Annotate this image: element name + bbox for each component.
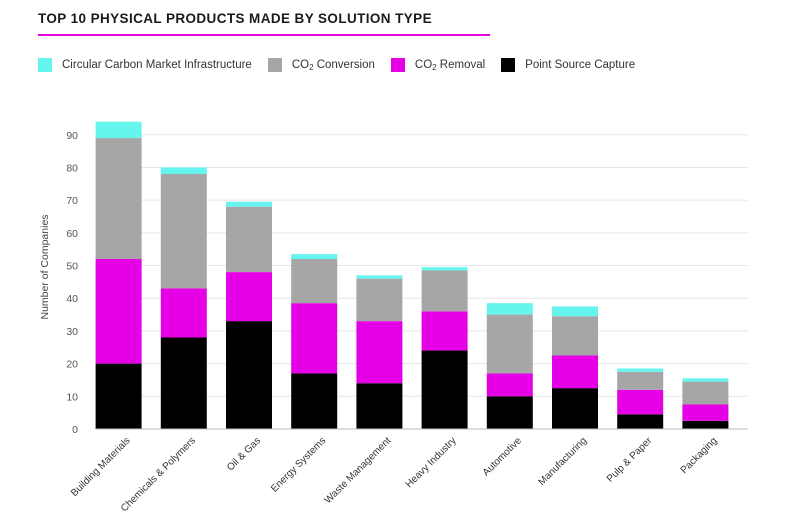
chart-title: TOP 10 PHYSICAL PRODUCTS MADE BY SOLUTIO…	[38, 11, 432, 26]
title-underline	[38, 34, 490, 36]
bar-segment	[226, 201, 272, 207]
bar-segment	[291, 254, 338, 260]
y-tick-label: 70	[66, 195, 78, 207]
bar-segment	[486, 396, 533, 429]
legend-item-removal: CO2 Removal	[390, 58, 486, 72]
bar-segment	[95, 121, 142, 139]
y-tick-label: 60	[66, 228, 78, 240]
bar-segment	[356, 275, 403, 279]
bar-segment	[486, 373, 533, 397]
x-tick-label: Chemicals & Polymers	[119, 435, 198, 514]
y-tick-label: 20	[66, 359, 78, 371]
bar-segment	[617, 368, 664, 372]
bar-segment	[552, 316, 598, 356]
legend-item-circular: Circular Carbon Market Infrastructure	[38, 58, 252, 72]
bar-segment	[682, 404, 729, 421]
bar-segment	[421, 350, 468, 429]
bar-segment	[356, 278, 403, 322]
legend-item-conversion: CO2 Conversion	[267, 58, 375, 72]
x-tick-label: Building Materials	[69, 435, 133, 499]
legend-label: CO2 Removal	[414, 58, 486, 72]
bar-segment	[617, 414, 664, 429]
legend-label: CO2 Conversion	[291, 58, 375, 72]
bar-segment	[552, 355, 598, 389]
bar-segment	[160, 167, 207, 175]
y-tick-label: 10	[66, 391, 78, 403]
bar-segment	[552, 306, 598, 317]
bar-segment	[421, 270, 468, 312]
x-tick-label: Pulp & Paper	[605, 435, 655, 485]
x-tick-label: Heavy Industry	[404, 435, 459, 490]
bar-segment	[160, 337, 207, 429]
bar-segment	[552, 388, 598, 429]
legend-swatch	[390, 58, 405, 72]
bar-segment	[421, 267, 468, 271]
y-axis-label: Number of Companies	[39, 214, 51, 319]
bar-segment	[95, 138, 142, 260]
bar-segment	[682, 378, 729, 382]
y-tick-label: 30	[66, 326, 78, 338]
bar-segment	[226, 272, 272, 322]
chart-legend: Circular Carbon Market Infrastructure CO2…	[38, 58, 651, 72]
bar-segment	[421, 311, 468, 351]
bar-segment	[291, 303, 338, 374]
bar-segment	[617, 371, 664, 390]
legend-swatch	[501, 58, 516, 72]
bar-segment	[226, 321, 272, 429]
bar-segment	[617, 389, 664, 415]
y-tick-label: 80	[66, 162, 78, 174]
legend-swatch	[38, 58, 52, 72]
bar-segment	[95, 259, 142, 364]
x-tick-label: Energy Systems	[269, 435, 328, 494]
legend-label: Circular Carbon Market Infrastructure	[62, 59, 252, 71]
y-tick-label: 40	[66, 293, 78, 305]
bar-segment	[160, 174, 207, 289]
bar-segment	[682, 381, 729, 405]
bar-segment	[356, 321, 403, 384]
x-tick-label: Packaging	[679, 435, 720, 476]
x-tick-label: Oil & Gas	[225, 435, 263, 473]
bar-segment	[486, 303, 533, 315]
y-tick-label: 90	[66, 130, 78, 142]
x-tick-label: Waste Management	[323, 435, 394, 506]
bar-segment	[486, 314, 533, 374]
x-tick-label: Automotive	[481, 435, 524, 478]
y-tick-label: 0	[72, 424, 78, 436]
bar-segment	[356, 383, 403, 429]
legend-swatch	[267, 58, 282, 72]
x-tick-label: Manufacturing	[537, 435, 590, 488]
bar-segment	[291, 373, 338, 429]
legend-item-point-source: Point Source Capture	[501, 58, 635, 72]
bar-segment	[682, 420, 729, 429]
bar-segment	[95, 363, 142, 429]
bar-segment	[291, 259, 338, 304]
bar-segment	[226, 206, 272, 273]
y-tick-label: 50	[66, 261, 78, 273]
bar-segment	[160, 288, 207, 338]
legend-label: Point Source Capture	[525, 59, 636, 71]
